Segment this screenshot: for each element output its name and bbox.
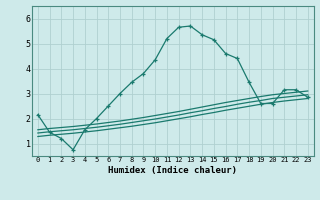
X-axis label: Humidex (Indice chaleur): Humidex (Indice chaleur) [108,166,237,175]
